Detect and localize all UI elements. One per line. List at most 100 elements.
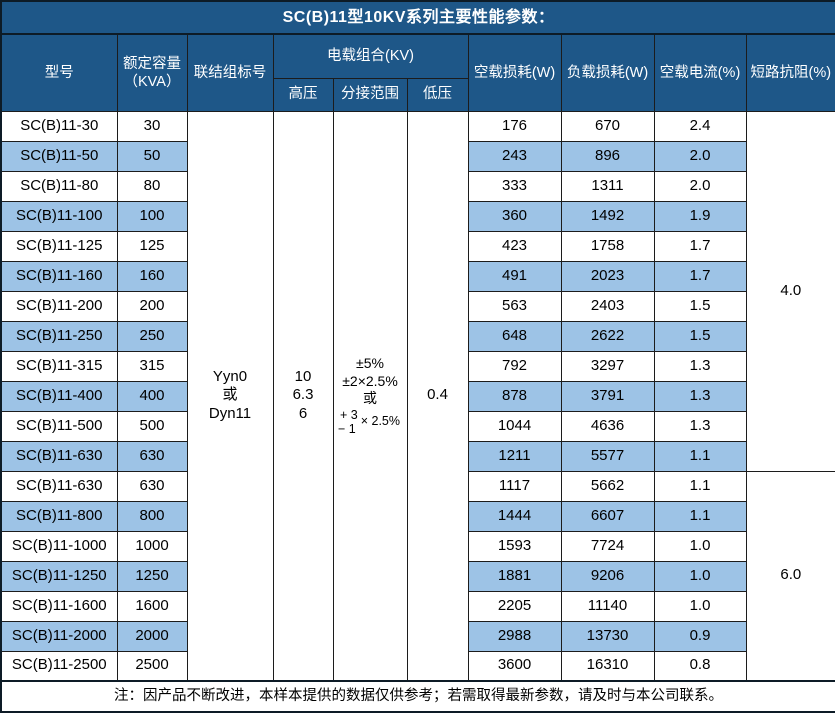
header-no-load-current: 空载电流(%) [653,33,747,112]
cell-no-load-loss: 360 [467,200,562,232]
cell-connection-group: Yyn0 或 Dyn11 [186,110,274,682]
table-row: SC(B)11-1250 1250 1881 9206 1.0 [0,560,835,592]
cell-model: SC(B)11-1250 [0,560,118,592]
cell-load-loss: 3297 [560,350,655,382]
cell-model: SC(B)11-1000 [0,530,118,562]
cell-model: SC(B)11-200 [0,290,118,322]
cell-capacity: 630 [116,470,188,502]
table-row: SC(B)11-400 400 878 3791 1.3 [0,380,835,412]
cell-capacity: 30 [116,110,188,142]
header-model: 型号 [0,33,118,112]
cell-no-load-current: 2.4 [653,110,747,142]
cell-no-load-current: 2.0 [653,140,747,172]
cell-model: SC(B)11-50 [0,140,118,172]
tap-range-line: ±5% [356,355,384,372]
header-no-load-loss: 空载损耗(W) [467,33,562,112]
header-row-1: 型号 额定容量 （KVA） 联结组标号 电载组合(KV) 空载损耗(W) 负载损… [0,33,835,112]
header-capacity-line2: （KVA） [123,73,181,90]
cell-load-loss: 11140 [560,590,655,622]
cell-load-loss: 2622 [560,320,655,352]
header-connection-group: 联结组标号 [186,33,274,112]
connection-line: Yyn0 [212,367,248,385]
cell-model: SC(B)11-2500 [0,650,118,682]
cell-model: SC(B)11-100 [0,200,118,232]
cell-model: SC(B)11-125 [0,230,118,262]
table-row: SC(B)11-500 500 1044 4636 1.3 [0,410,835,442]
cell-no-load-current: 1.7 [653,230,747,262]
cell-load-loss: 16310 [560,650,655,682]
cell-no-load-current: 1.5 [653,320,747,352]
cell-no-load-loss: 1881 [467,560,562,592]
cell-no-load-current: 1.3 [653,350,747,382]
cell-capacity: 50 [116,140,188,172]
cell-no-load-current: 1.7 [653,260,747,292]
table-row: SC(B)11-160 160 491 2023 1.7 [0,260,835,292]
cell-capacity: 315 [116,350,188,382]
cell-capacity: 630 [116,440,188,472]
cell-capacity: 125 [116,230,188,262]
cell-model: SC(B)11-160 [0,260,118,292]
table-body: SC(B)11-30 30 Yyn0 或 Dyn11 10 6.3 6 ±5% ±2×2.5% 或 +… [0,110,835,682]
cell-no-load-current: 1.0 [653,560,747,592]
cell-capacity: 200 [116,290,188,322]
tap-range-line: ±2×2.5% [342,372,398,389]
table-row: SC(B)11-1600 1600 2205 11140 1.0 [0,590,835,622]
table-row: SC(B)11-630 630 1211 5577 1.1 [0,440,835,472]
cell-no-load-loss: 1117 [467,470,562,502]
header-capacity-line1: 额定容量 [123,55,181,72]
cell-no-load-loss: 1044 [467,410,562,442]
footer-note: 注：因产品不断改进，本样本提供的数据仅供参考；若需取得最新参数，请及时与本公司联… [0,680,835,713]
cell-load-loss: 2023 [560,260,655,292]
cell-model: SC(B)11-500 [0,410,118,442]
cell-capacity: 1250 [116,560,188,592]
header-rated-capacity: 额定容量 （KVA） [116,33,188,112]
connection-line: Dyn11 [208,405,252,423]
cell-no-load-current: 0.9 [653,620,747,652]
table-row: SC(B)11-30 30 Yyn0 或 Dyn11 10 6.3 6 ±5% ±2×2.5% 或 +… [0,110,835,682]
cell-no-load-current: 1.5 [653,290,747,322]
cell-capacity: 800 [116,500,188,532]
high-voltage-line: 6.3 [292,386,314,404]
table-row: SC(B)11-250 250 648 2622 1.5 [0,320,835,352]
cell-model: SC(B)11-2000 [0,620,118,652]
cell-no-load-loss: 563 [467,290,562,322]
cell-capacity: 500 [116,410,188,442]
cell-load-loss: 2403 [560,290,655,322]
cell-capacity: 2500 [116,650,188,682]
cell-no-load-current: 1.9 [653,200,747,232]
cell-capacity: 1000 [116,530,188,562]
table-row: SC(B)11-200 200 563 2403 1.5 [0,290,835,322]
table-footer: 注：因产品不断改进，本样本提供的数据仅供参考；若需取得最新参数，请及时与本公司联… [0,680,835,713]
cell-no-load-current: 1.1 [653,470,747,502]
cell-load-loss: 5662 [560,470,655,502]
header-short-circuit-impedance: 短路抗阻(%) [745,33,835,112]
cell-load-loss: 670 [560,110,655,142]
cell-no-load-current: 0.8 [653,650,747,682]
header-low-voltage: 低压 [406,77,469,112]
tap-fraction-suffix: × 2.5% [360,414,400,429]
cell-load-loss: 5577 [560,440,655,472]
footer-row: 注：因产品不断改进，本样本提供的数据仅供参考；若需取得最新参数，请及时与本公司联… [0,680,835,713]
cell-no-load-current: 2.0 [653,170,747,202]
cell-model: SC(B)11-630 [0,470,118,502]
cell-no-load-loss: 333 [467,170,562,202]
cell-load-loss: 1758 [560,230,655,262]
cell-no-load-current: 1.1 [653,500,747,532]
table-row: SC(B)11-800 800 1444 6607 1.1 [0,500,835,532]
cell-model: SC(B)11-30 [0,110,118,142]
cell-load-loss: 13730 [560,620,655,652]
high-voltage-line: 10 [294,367,312,385]
header-row-2: 高压 分接范围 低压 [1,77,835,112]
cell-capacity: 160 [116,260,188,292]
cell-load-loss: 896 [560,140,655,172]
cell-no-load-loss: 878 [467,380,562,412]
cell-model: SC(B)11-400 [0,380,118,412]
table-header: SC(B)11型10KV系列主要性能参数： 型号 额定容量 （KVA） 联结组标… [0,0,835,112]
cell-no-load-loss: 1211 [467,440,562,472]
tap-fraction-bottom: − 1 [338,422,356,436]
cell-capacity: 2000 [116,620,188,652]
cell-impedance-group-1: 4.0 [745,110,835,472]
cell-load-loss: 1492 [560,200,655,232]
cell-load-loss: 9206 [560,560,655,592]
